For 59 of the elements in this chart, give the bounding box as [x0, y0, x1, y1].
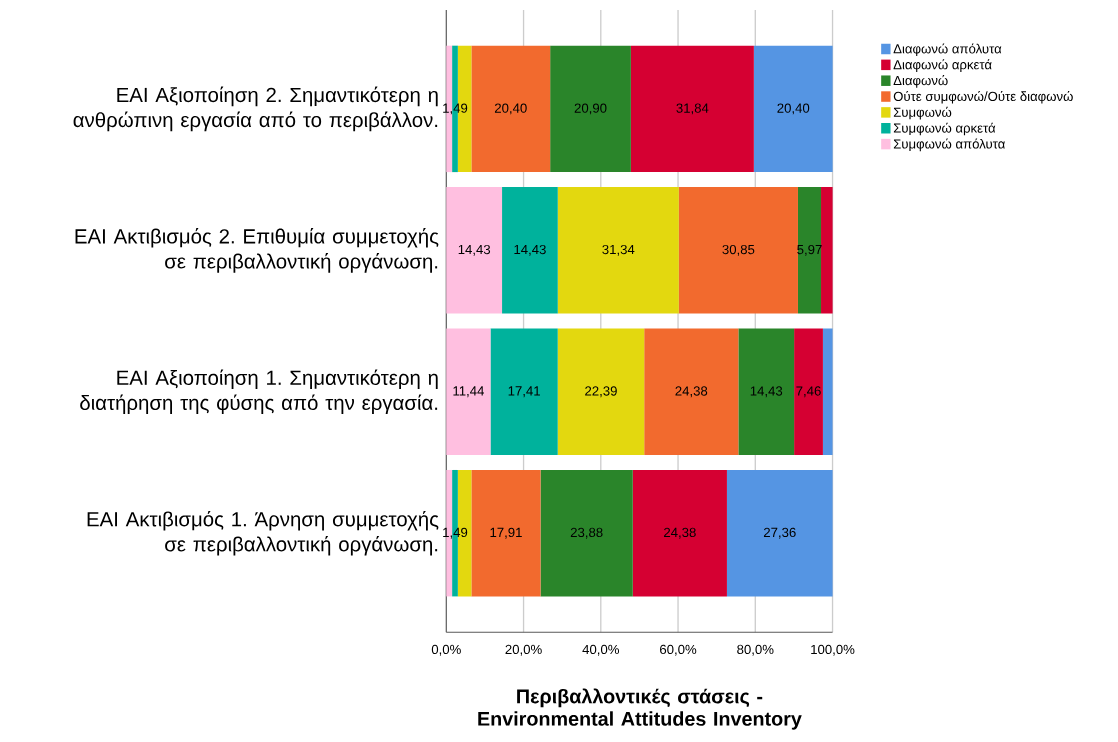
- bar: [471, 470, 541, 597]
- data-label: 1,49: [443, 527, 468, 539]
- bar: [797, 187, 822, 314]
- legend-label: Διαφωνώ απόλυτα: [893, 43, 1002, 57]
- x-tick-label: 100,0%: [811, 644, 855, 656]
- bar: [822, 328, 833, 456]
- data-label: 24,38: [675, 386, 708, 398]
- bar: [446, 187, 503, 314]
- x-tick-label: 40,0%: [582, 644, 620, 656]
- data-label: 22,39: [585, 386, 617, 398]
- bar: [490, 328, 558, 456]
- data-label: 30,85: [722, 244, 755, 256]
- y-tick-label: ΕΑΙ Ακτιβισμός 2. Επιθυμία συμμετοχής σε περιβαλλοντική οργάνωση.: [75, 228, 439, 273]
- legend-label: Συμφωνώ αρκετά: [893, 122, 996, 136]
- bar: [540, 470, 633, 597]
- bar: [471, 45, 551, 173]
- bar: [753, 45, 833, 173]
- data-label: 14,43: [750, 386, 783, 398]
- bar: [794, 328, 823, 456]
- bar: [644, 328, 739, 456]
- bar: [502, 187, 558, 314]
- data-label: 1,49: [443, 103, 468, 115]
- bar: [726, 470, 833, 597]
- data-label: 7,46: [796, 386, 821, 398]
- bar: [557, 328, 645, 456]
- legend-label: Διαφωνώ: [893, 75, 948, 88]
- bar: [632, 470, 727, 597]
- data-label: 17,41: [508, 386, 540, 398]
- data-label: 17,91: [490, 527, 522, 539]
- bar: [821, 187, 833, 314]
- data-label: 14,43: [458, 244, 491, 256]
- bar: [630, 45, 754, 173]
- x-tick-label: 80,0%: [737, 644, 774, 656]
- bar: [557, 187, 679, 314]
- x-tick-label: 60,0%: [660, 644, 697, 656]
- data-label: 24,38: [664, 527, 696, 539]
- data-label: 14,43: [514, 244, 546, 256]
- bar: [446, 328, 491, 456]
- bar: [738, 328, 795, 456]
- legend-label: Διαφωνώ αρκετά: [893, 59, 992, 72]
- data-label: 27,36: [763, 527, 796, 539]
- legend-label: Συμφωνώ: [893, 106, 952, 120]
- bar: [678, 187, 798, 314]
- x-tick-label: 20,0%: [505, 644, 542, 656]
- data-label: 20,90: [574, 103, 607, 115]
- y-tick-label: ΕΑΙ Ακτιβισμός 1. Άρνηση συμμετοχής σε περιβαλλοντική οργάνωση.: [87, 510, 439, 556]
- x-tick-label: 0,0%: [431, 644, 461, 656]
- data-label: 23,88: [570, 527, 603, 539]
- data-label: 20,40: [494, 103, 527, 115]
- x-axis-title: Περιβαλλοντικές στάσεις - Environmental Attitudes Inventory: [478, 688, 802, 730]
- data-label: 20,40: [777, 103, 810, 115]
- bar: [550, 45, 631, 173]
- legend-label: Συμφωνώ απόλυτα: [893, 138, 1005, 152]
- y-tick-label: ΕΑΙ Αξιοποίηση 2. Σημαντικότερη η ανθρώπινη εργασία από το περιβάλλον.: [73, 86, 438, 132]
- data-label: 11,44: [453, 386, 485, 398]
- legend-label: Ούτε συμφωνώ/Ούτε διαφωνώ: [893, 91, 1073, 104]
- data-label: 31,34: [602, 244, 635, 256]
- y-tick-label: ΕΑΙ Αξιοποίηση 1. Σημαντικότερη η διατήρηση της φύσης από την εργασία.: [80, 369, 438, 415]
- data-label: 31,84: [676, 103, 709, 115]
